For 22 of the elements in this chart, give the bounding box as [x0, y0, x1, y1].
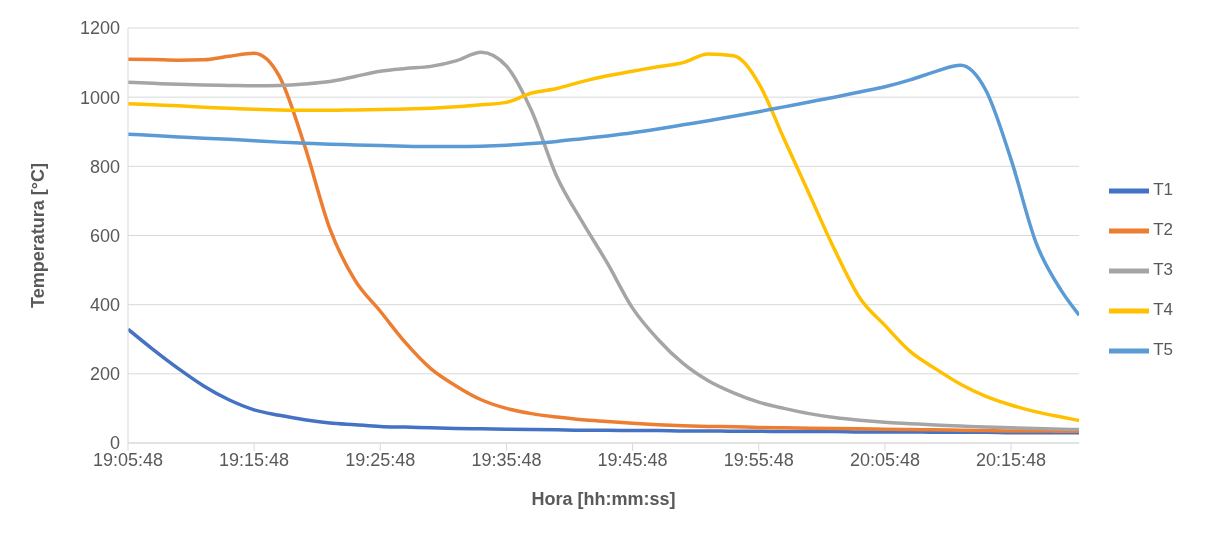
y-tick-label: 800 — [89, 156, 120, 177]
legend-label: T5 — [1153, 339, 1173, 359]
line-series — [128, 327, 1080, 435]
legend-label: T2 — [1153, 219, 1173, 239]
x-tick-label: 19:15:48 — [219, 449, 290, 470]
y-tick-label: 1200 — [79, 18, 120, 39]
y-tick-label: 400 — [89, 295, 120, 316]
legend-label: T4 — [1153, 299, 1173, 319]
x-tick-label: 20:15:48 — [975, 449, 1047, 470]
y-tick-label: 200 — [89, 364, 120, 385]
x-tick-label: 19:25:48 — [345, 449, 416, 470]
y-tick-label: 600 — [89, 225, 120, 246]
legend-label: T3 — [1153, 259, 1173, 279]
y-axis-title: Temperatura [°C] — [28, 163, 49, 308]
legend-label: T1 — [1153, 179, 1173, 199]
x-tick-label: 19:35:48 — [471, 449, 542, 470]
x-tick-label: 20:05:48 — [849, 449, 920, 470]
y-tick-label: 1000 — [79, 87, 120, 108]
x-axis-title: Hora [hh:mm:ss] — [531, 489, 676, 509]
x-tick-label: 19:55:48 — [723, 449, 794, 470]
line-series — [128, 63, 1080, 317]
x-tick-label: 19:45:48 — [597, 449, 668, 470]
